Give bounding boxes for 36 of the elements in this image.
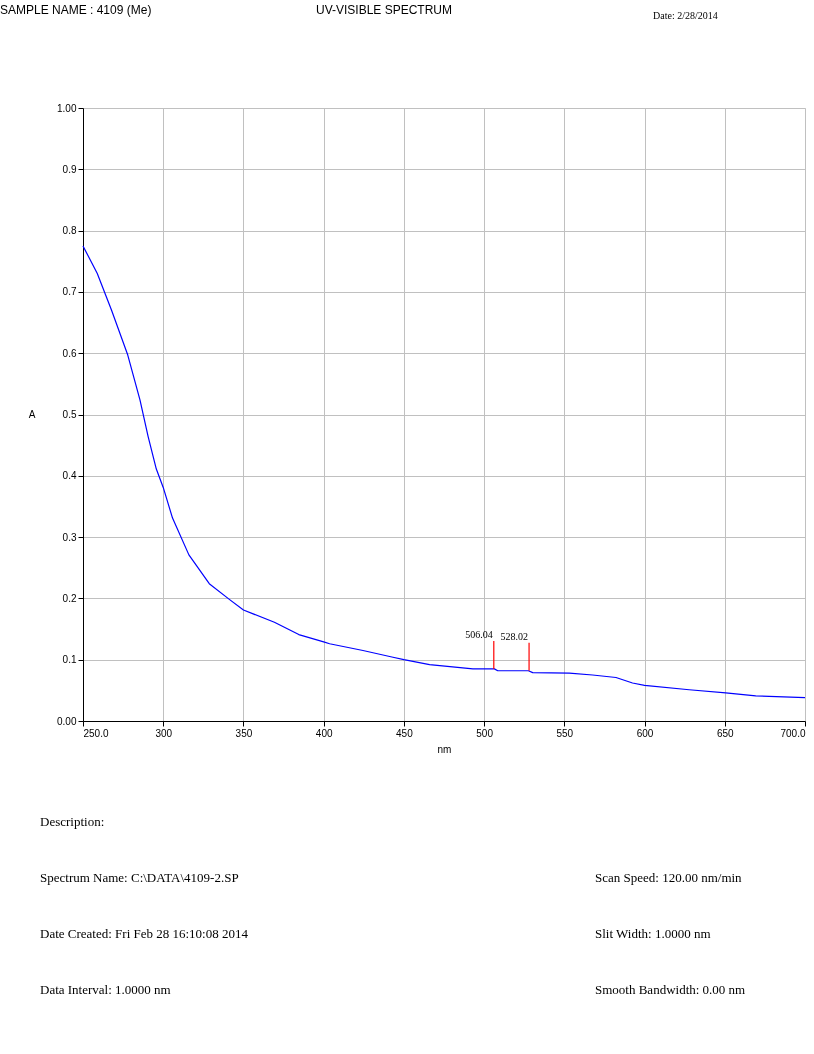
text: Description:: [40, 814, 105, 829]
text: SAMPLE NAME : 4109 (Me): [0, 3, 152, 17]
x-tick-label: 600: [636, 727, 654, 739]
text: Spectrum Name: C:\DATA\4109-2.SP: [40, 870, 239, 885]
text: Scan Speed: 120.00 nm/min: [595, 870, 743, 885]
y-tick-label: 0.6: [62, 347, 77, 359]
x-tick-label: 250.0: [83, 727, 109, 739]
annotation: 506.04: [465, 628, 493, 640]
annotation: 528.02: [500, 630, 529, 642]
x-axis-title: nm: [437, 743, 452, 755]
y-tick-label: 0.2: [62, 592, 77, 604]
y-tick-label: 0.9: [62, 163, 77, 175]
text: Slit Width: 1.0000 nm: [595, 926, 711, 941]
x-tick-label: 650: [716, 727, 735, 739]
y-tick-label: 0.3: [62, 531, 77, 543]
text: Smooth Bandwidth: 0.00 nm: [595, 982, 746, 997]
text: Data Interval: 1.0000 nm: [40, 982, 171, 997]
x-tick-label: 400: [315, 727, 333, 739]
x-tick-label: 700.0: [780, 727, 806, 739]
y-tick-label: 1.00: [57, 102, 77, 114]
x-tick-label: 350: [235, 727, 253, 739]
y-axis-title: A: [28, 409, 36, 420]
y-tick-label: 0.1: [62, 654, 77, 666]
y-tick-label: 0.4: [62, 470, 77, 482]
x-tick-label: 500: [476, 727, 494, 739]
chart-title: UV-VISIBLE SPECTRUM: [315, 3, 453, 17]
x-tick-label: 550: [556, 727, 574, 739]
y-tick-label: 0.5: [62, 409, 77, 420]
text: Date Created: Fri Feb 28 16:10:08 2014: [40, 926, 249, 941]
y-tick-label: 0.00: [57, 715, 77, 727]
x-tick-label: 300: [155, 727, 173, 739]
text: Date: 2/28/2014: [653, 10, 718, 21]
x-tick-label: 450: [396, 727, 414, 739]
line-series: [82, 245, 806, 699]
y-tick-label: 0.8: [62, 225, 77, 237]
y-tick-label: 0.7: [62, 286, 77, 298]
